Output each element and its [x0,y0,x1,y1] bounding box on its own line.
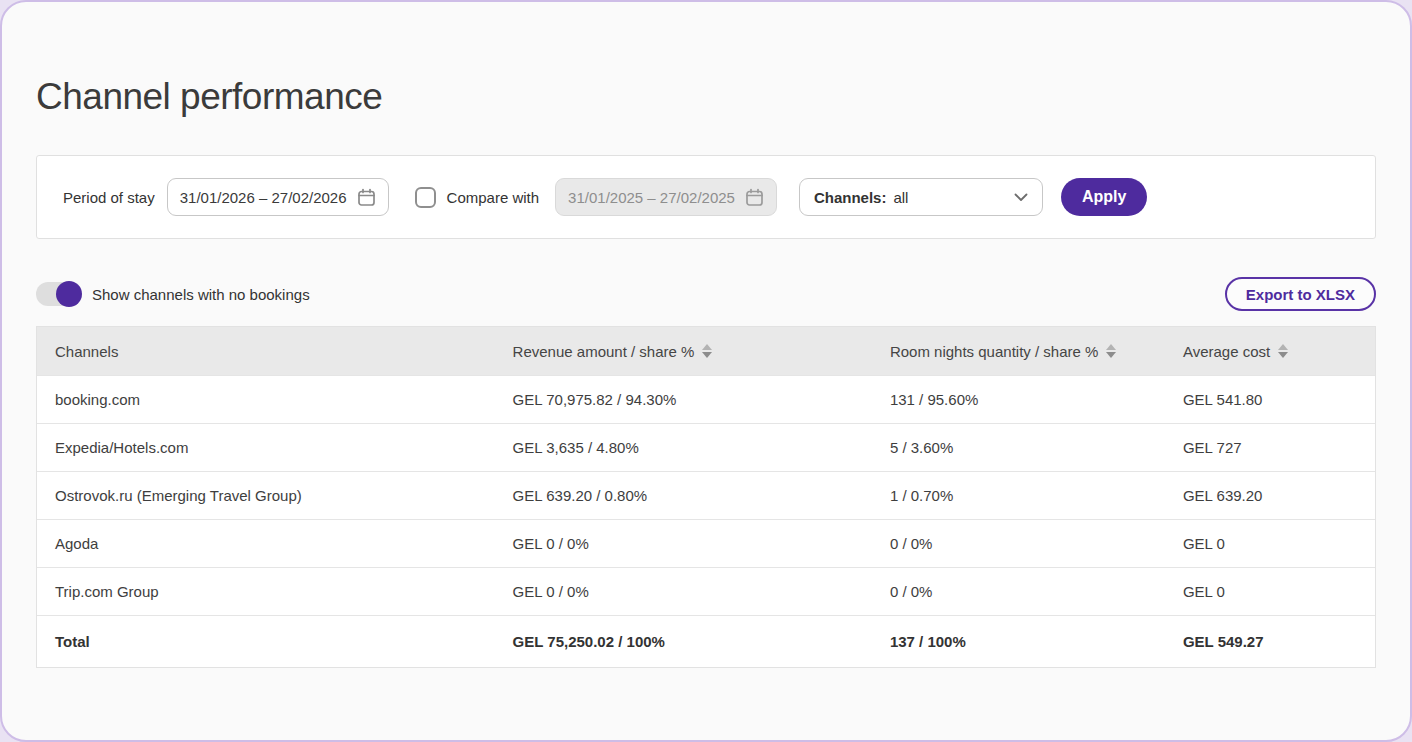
cell-revenue: GEL 0 / 0% [495,535,872,552]
toggle-knob [56,281,82,307]
column-header-average-cost: Average cost [1165,343,1375,360]
column-header-revenue: Revenue amount / share % [495,343,872,360]
sort-icon[interactable] [1106,344,1116,358]
period-of-stay-input[interactable]: 31/01/2026 – 27/02/2026 [167,178,389,216]
cell-room-nights: 0 / 0% [872,535,1165,552]
period-of-stay-label: Period of stay [63,189,155,206]
cell-channel: Trip.com Group [37,583,495,600]
cell-average-cost: GEL 639.20 [1165,487,1375,504]
table-header-row: Channels Revenue amount / share % Room n… [37,327,1375,375]
cell-revenue: GEL 70,975.82 / 94.30% [495,391,872,408]
channel-performance-page: Channel performance Period of stay 31/01… [0,0,1412,742]
sort-icon[interactable] [702,344,712,358]
channel-performance-table: Channels Revenue amount / share % Room n… [36,326,1376,668]
table-total-row: Total GEL 75,250.02 / 100% 137 / 100% GE… [37,615,1375,667]
cell-average-cost: GEL 0 [1165,535,1375,552]
compare-with-checkbox[interactable] [415,187,436,208]
cell-revenue: GEL 0 / 0% [495,583,872,600]
toggle-row: Show channels with no bookings Export to… [36,277,1376,311]
compare-period-value: 31/01/2025 – 27/02/2025 [568,189,735,206]
channels-select[interactable]: Channels: all [799,178,1043,216]
calendar-icon [357,188,376,207]
cell-room-nights: 1 / 0.70% [872,487,1165,504]
calendar-icon [745,188,764,207]
table-row: booking.com GEL 70,975.82 / 94.30% 131 /… [37,375,1375,423]
cell-room-nights: 131 / 95.60% [872,391,1165,408]
cell-revenue: GEL 3,635 / 4.80% [495,439,872,456]
cell-average-cost: GEL 541.80 [1165,391,1375,408]
compare-with-label: Compare with [447,189,540,206]
cell-room-nights: 5 / 3.60% [872,439,1165,456]
channels-select-value: all [893,189,1013,206]
cell-total-label: Total [37,633,495,650]
cell-channel: Agoda [37,535,495,552]
show-no-bookings-label: Show channels with no bookings [92,286,310,303]
cell-average-cost: GEL 0 [1165,583,1375,600]
export-xlsx-button[interactable]: Export to XLSX [1225,277,1376,311]
column-header-channels: Channels [37,343,495,360]
column-header-room-nights: Room nights quantity / share % [872,343,1165,360]
channels-select-label: Channels: [814,189,887,206]
chevron-down-icon [1014,193,1028,202]
cell-channel: Ostrovok.ru (Emerging Travel Group) [37,487,495,504]
cell-average-cost: GEL 727 [1165,439,1375,456]
period-of-stay-value: 31/01/2026 – 27/02/2026 [180,189,347,206]
apply-button[interactable]: Apply [1061,178,1147,216]
table-row: Expedia/Hotels.com GEL 3,635 / 4.80% 5 /… [37,423,1375,471]
compare-period-input[interactable]: 31/01/2025 – 27/02/2025 [555,178,777,216]
sort-icon[interactable] [1278,344,1288,358]
cell-total-average-cost: GEL 549.27 [1165,633,1375,650]
cell-channel: booking.com [37,391,495,408]
cell-revenue: GEL 639.20 / 0.80% [495,487,872,504]
cell-channel: Expedia/Hotels.com [37,439,495,456]
page-title: Channel performance [36,76,1376,118]
table-row: Trip.com Group GEL 0 / 0% 0 / 0% GEL 0 [37,567,1375,615]
table-row: Agoda GEL 0 / 0% 0 / 0% GEL 0 [37,519,1375,567]
cell-total-room-nights: 137 / 100% [872,633,1165,650]
cell-room-nights: 0 / 0% [872,583,1165,600]
table-row: Ostrovok.ru (Emerging Travel Group) GEL … [37,471,1375,519]
filter-bar: Period of stay 31/01/2026 – 27/02/2026 C… [36,155,1376,239]
show-no-bookings-toggle[interactable] [36,282,80,306]
cell-total-revenue: GEL 75,250.02 / 100% [495,633,872,650]
